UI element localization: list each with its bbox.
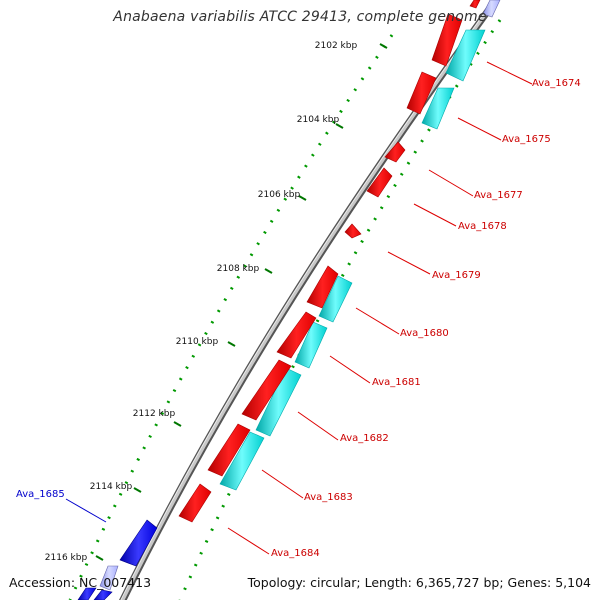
- feature-block[interactable]: [294, 321, 328, 369]
- leader-line-ava-1678: [413, 203, 457, 227]
- gene-arrow-ava-1679[interactable]: [344, 223, 362, 239]
- leader-line-ava-1675: [457, 117, 502, 141]
- tick-mark: [379, 43, 388, 49]
- leader-lines: [65, 61, 533, 555]
- gene-label-ava-1679[interactable]: Ava_1679: [432, 270, 481, 281]
- gene-arrow-lower-1[interactable]: [77, 587, 97, 600]
- leader-line-ava-1674: [486, 61, 533, 85]
- tick-group: 2102 kbp 2104 kbp 2106 kbp 2108 kbp 2110…: [45, 41, 388, 563]
- leader-line-ava-1683: [261, 469, 304, 499]
- gene-label-ava-1684[interactable]: Ava_1684: [271, 548, 320, 559]
- feature-block[interactable]: [318, 275, 353, 323]
- tick-label: 2116 kbp: [45, 553, 88, 563]
- inner-dotted-track: [178, 19, 502, 600]
- feature-block[interactable]: [255, 367, 302, 437]
- leader-line-ava-1685: [65, 498, 107, 523]
- gene-label-ava-1675[interactable]: Ava_1675: [502, 134, 551, 145]
- gene-arrow-ava-1678[interactable]: [366, 167, 393, 198]
- tick-mark: [95, 555, 104, 561]
- gene-label-ava-1682[interactable]: Ava_1682: [340, 433, 389, 444]
- leader-line-ava-1682: [297, 411, 339, 441]
- gene-arrow-ava-1674[interactable]: [431, 13, 463, 67]
- gene-arrow-ava-1675[interactable]: [406, 71, 437, 115]
- accession-text: Accession: NC_007413: [9, 575, 152, 590]
- tick-2102: 2102 kbp: [315, 41, 388, 51]
- leader-line-ava-1677: [428, 169, 474, 197]
- outer-dotted-track: [68, 34, 394, 600]
- gene-arrow-top[interactable]: [469, 0, 481, 9]
- leader-line-ava-1684: [227, 527, 270, 555]
- tick-2106: 2106 kbp: [258, 190, 307, 201]
- tick-mark: [173, 421, 182, 427]
- gene-arrow-ava-1680[interactable]: [306, 265, 339, 309]
- tick-label: 2102 kbp: [315, 41, 358, 51]
- gene-label-ava-1677[interactable]: Ava_1677: [474, 190, 523, 201]
- backbone-arc: [121, 0, 498, 600]
- gene-arrow-ava-1683[interactable]: [207, 423, 251, 477]
- tick-mark: [335, 123, 344, 129]
- gene-label-ava-1674[interactable]: Ava_1674: [532, 78, 581, 89]
- reverse-cds-track: [77, 519, 158, 600]
- tick-2108: 2108 kbp: [217, 264, 273, 274]
- gene-arrow-lower-2[interactable]: [93, 589, 113, 600]
- gene-arrow-ava-1677[interactable]: [384, 141, 406, 163]
- tick-label: 2112 kbp: [133, 409, 176, 419]
- tick-label: 2108 kbp: [217, 264, 260, 274]
- tick-mark: [298, 195, 307, 201]
- gene-arrow-ava-1684[interactable]: [178, 483, 212, 523]
- tick-label: 2110 kbp: [176, 337, 219, 347]
- gene-label-ava-1681[interactable]: Ava_1681: [372, 377, 421, 388]
- gene-arrow-ava-1685[interactable]: [119, 519, 158, 567]
- gene-label-ava-1680[interactable]: Ava_1680: [400, 328, 449, 339]
- topology-text: Topology: circular; Length: 6,365,727 bp…: [247, 575, 591, 590]
- leader-line-ava-1680: [355, 307, 400, 335]
- gene-label-ava-1683[interactable]: Ava_1683: [304, 492, 353, 503]
- tick-mark: [227, 341, 236, 347]
- tick-2110: 2110 kbp: [176, 337, 236, 347]
- gene-arrow-ava-1682[interactable]: [241, 359, 292, 421]
- tick-2116: 2116 kbp: [45, 553, 104, 563]
- tick-2104: 2104 kbp: [297, 115, 344, 129]
- feature-block-upper[interactable]: [482, 0, 501, 18]
- tick-2114: 2114 kbp: [90, 482, 142, 493]
- tick-label: 2114 kbp: [90, 482, 133, 492]
- gene-labels: Ava_1674 Ava_1675 Ava_1677 Ava_1678 Ava_…: [16, 78, 581, 559]
- backbone-group: [119, 0, 501, 600]
- map-title: Anabaena variabilis ATCC 29413, complete…: [113, 9, 487, 25]
- leader-line-ava-1681: [329, 355, 371, 384]
- forward-cds-track: [178, 0, 481, 523]
- feature-block[interactable]: [219, 431, 265, 491]
- feature-block[interactable]: [421, 87, 455, 130]
- gene-arrow-ava-1681[interactable]: [276, 311, 317, 359]
- leader-line-ava-1679: [387, 251, 431, 275]
- backbone-arc-highlight: [120, 0, 495, 600]
- gene-label-ava-1678[interactable]: Ava_1678: [458, 221, 507, 232]
- feature-track: [219, 0, 501, 491]
- tick-label: 2104 kbp: [297, 115, 340, 125]
- reverse-feature-block[interactable]: [99, 565, 119, 591]
- tick-mark: [133, 487, 142, 493]
- gene-label-ava-1685[interactable]: Ava_1685: [16, 489, 65, 500]
- tick-mark: [264, 268, 273, 274]
- feature-block[interactable]: [445, 29, 486, 82]
- tick-2112: 2112 kbp: [133, 409, 182, 427]
- tick-label: 2106 kbp: [258, 190, 301, 200]
